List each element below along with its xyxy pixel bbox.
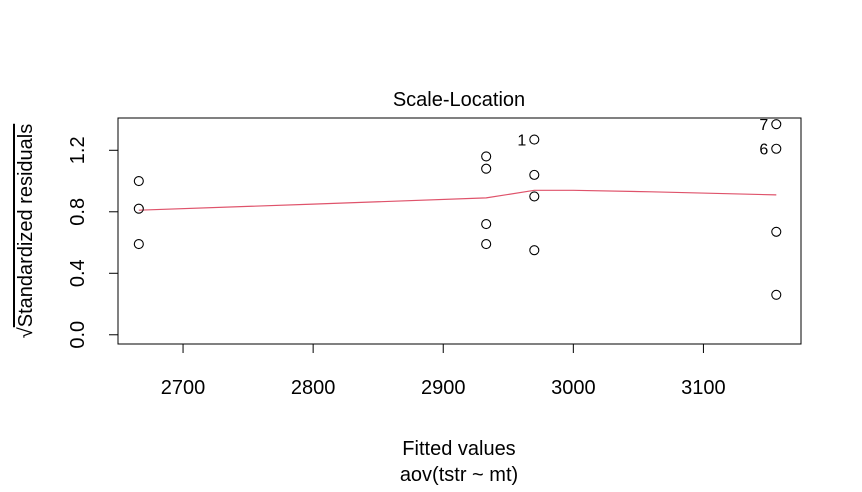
x-tick-label-2900: 2900 [421, 377, 466, 399]
x-tick-label-2700: 2700 [161, 377, 206, 399]
data-point-4 [481, 163, 492, 174]
points-layer: 1 7 6 [133, 117, 782, 300]
data-point-0 [133, 175, 144, 187]
point-label-7: 7 [759, 117, 768, 134]
sqrt-symbol: √ [15, 327, 37, 338]
x-axis-label: Fitted values [402, 438, 515, 460]
point-label-1: 1 [517, 133, 526, 150]
data-point-7 [529, 134, 540, 145]
data-point-1 [133, 203, 144, 214]
data-point-10 [529, 245, 540, 256]
y-tick-label-2: 0.8 [67, 198, 89, 226]
y-tick-label-1: 0.4 [67, 259, 89, 287]
plot-box [117, 117, 802, 345]
y-axis-label-text: Standardized residuals [15, 124, 37, 327]
data-point-3 [481, 151, 492, 162]
point-label-6: 6 [759, 142, 768, 159]
data-point-11 [771, 119, 782, 130]
smooth-line [138, 189, 777, 211]
y-tick-label-3: 1.2 [67, 136, 89, 164]
y-tick-label-0: 0.0 [67, 321, 89, 349]
x-tick-label-2800: 2800 [291, 377, 336, 399]
y-axis-label-group: √Standardized residuals [15, 124, 37, 338]
y-axis: 0.0 0.4 0.8 1.2 [67, 136, 118, 349]
x-tick-label-3000: 3000 [551, 377, 596, 399]
data-point-5 [481, 219, 492, 230]
y-axis-label: √Standardized residuals [15, 124, 37, 338]
data-point-8 [529, 169, 540, 180]
data-point-12 [771, 143, 782, 154]
chart-title: Scale-Location [393, 89, 525, 111]
data-point-9 [529, 191, 540, 202]
data-point-13 [771, 226, 782, 237]
data-point-2 [133, 239, 144, 250]
chart-subtitle: aov(tstr ~ mt) [400, 464, 518, 486]
x-tick-label-3100: 3100 [681, 377, 726, 399]
data-point-6 [481, 239, 492, 250]
x-axis: 2700 2800 2900 3000 3100 [161, 344, 726, 399]
data-point-14 [771, 289, 782, 300]
